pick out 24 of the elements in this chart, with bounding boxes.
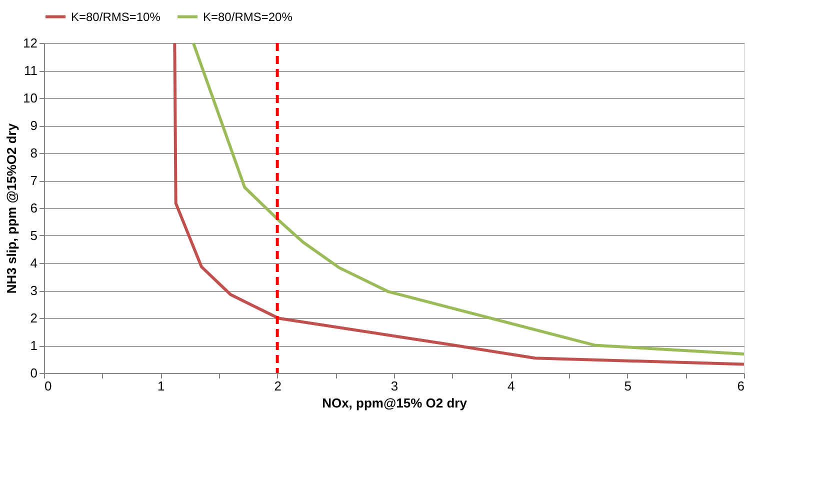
x-tick-label: 0	[44, 378, 52, 394]
legend-label: K=80/RMS=10%	[71, 10, 161, 24]
x-tick-label: 4	[508, 378, 515, 394]
y-tick-label: 8	[30, 146, 38, 160]
y-tick-label: 9	[30, 118, 38, 133]
x-tick-label: 1	[158, 378, 165, 394]
y-tick-label: 6	[30, 200, 38, 216]
legend-label: K=80/RMS=20%	[203, 10, 293, 24]
x-tick-label: 2	[274, 378, 282, 394]
y-tick-label: 0	[30, 366, 38, 380]
y-tick-label: 10	[23, 90, 38, 106]
y-tick-label: 4	[30, 256, 38, 270]
y-tick-label: 12	[23, 36, 38, 50]
y-tick-label: 5	[30, 228, 38, 243]
y-tick-label: 3	[30, 283, 38, 298]
y-axis-title: NH3 slip, ppm @15%O2 dry	[4, 122, 20, 294]
y-tick-label: 11	[24, 63, 38, 78]
y-tick-label: 1	[30, 338, 38, 353]
x-tick-label: 5	[624, 378, 632, 394]
x-tick-label: 3	[390, 378, 398, 394]
x-tick-label: 6	[737, 378, 744, 394]
y-tick-label: 2	[30, 310, 38, 326]
y-tick-label: 7	[30, 173, 38, 188]
x-axis-title: NOx, ppm@15% O2 dry	[322, 396, 468, 410]
